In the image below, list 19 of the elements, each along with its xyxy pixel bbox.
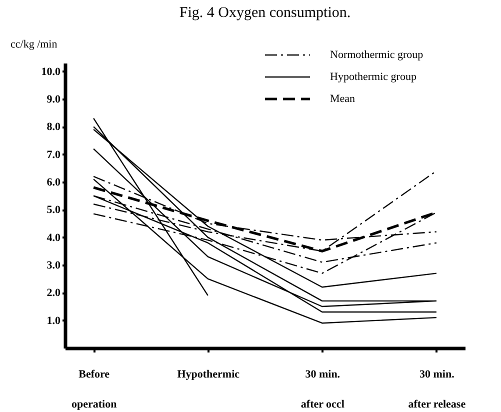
chart-title: Fig. 4 Oxygen consumption. bbox=[179, 5, 351, 21]
y-tick-label: 3.0 bbox=[46, 259, 61, 272]
x-tick-label: Hypothermic bbox=[177, 368, 240, 380]
legend-label: Mean bbox=[330, 93, 356, 105]
y-tick-label: 8.0 bbox=[46, 121, 61, 134]
y-tick-label: 6.0 bbox=[46, 176, 61, 188]
category-label: 30 min. after release bbox=[408, 368, 466, 410]
legend-label: Normothermic group bbox=[330, 49, 424, 61]
y-tick-label: 7.0 bbox=[46, 148, 61, 161]
y-axis-title: cc/kg /min bbox=[10, 38, 58, 50]
y-tick-label: 1.0 bbox=[46, 314, 61, 327]
category-label: 30 min. after occl bbox=[300, 368, 344, 410]
y-tick-label: 2.0 bbox=[46, 287, 61, 300]
y-tick-label: 10.0 bbox=[41, 66, 61, 78]
y-tick-label: 5.0 bbox=[46, 204, 61, 216]
category-label: Before operation bbox=[71, 368, 117, 410]
y-tick-label: 9.0 bbox=[46, 93, 61, 106]
legend-label: Hypothermic group bbox=[330, 71, 417, 83]
y-tick-label: 4.0 bbox=[46, 232, 61, 244]
